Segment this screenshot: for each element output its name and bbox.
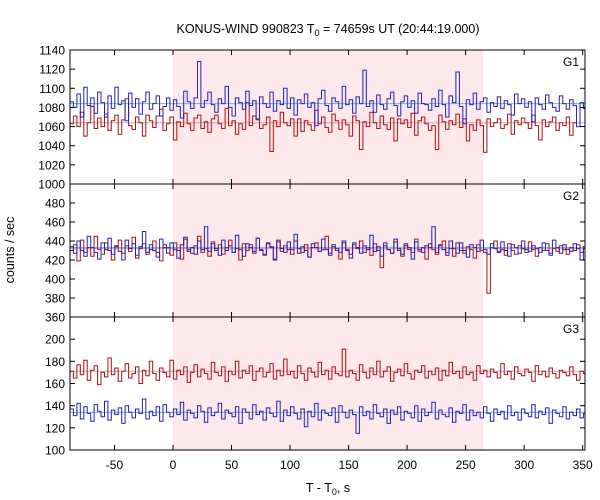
x-tick-label: 50 xyxy=(225,458,239,472)
x-tick-label: 250 xyxy=(456,458,476,472)
y-tick-label: 400 xyxy=(45,273,65,287)
y-tick-label: 160 xyxy=(45,377,65,391)
y-tick-label: 100 xyxy=(45,444,65,458)
y-tick-label: 1000 xyxy=(38,178,65,192)
y-tick-label: 1040 xyxy=(38,139,65,153)
lightcurve-g3-red xyxy=(70,348,585,386)
panel-label-g2: G2 xyxy=(563,189,579,203)
lightcurve-g1-red xyxy=(70,98,577,153)
y-tick-label: 180 xyxy=(45,355,65,369)
y-tick-label: 1140 xyxy=(39,44,65,58)
chart-title: KONUS-WIND 990823 T0 = 74659s UT (20:44:… xyxy=(177,22,480,38)
y-tick-label: 1080 xyxy=(38,101,65,115)
y-tick-label: 140 xyxy=(45,399,65,413)
y-tick-label: 360 xyxy=(45,311,65,325)
panel-label-g1: G1 xyxy=(563,55,579,69)
x-tick-label: 150 xyxy=(339,458,359,472)
x-axis-label-rest: , s xyxy=(337,481,350,495)
axis-ticks: G110001020104010601080110011201140G23603… xyxy=(38,44,593,473)
chart-title-main: KONUS-WIND 990823 T xyxy=(177,22,315,36)
y-tick-label: 380 xyxy=(45,292,65,306)
x-tick-label: 0 xyxy=(170,458,177,472)
y-tick-label: 1100 xyxy=(39,82,65,96)
y-tick-label: 480 xyxy=(45,197,65,211)
lightcurve-g2-blue xyxy=(70,226,585,261)
x-axis-label-main: T - T xyxy=(306,481,332,495)
x-axis-label: T - T0, s xyxy=(306,481,350,497)
x-tick-label: 350 xyxy=(573,458,593,472)
y-tick-label: 460 xyxy=(45,216,65,230)
y-tick-label: 420 xyxy=(45,254,65,268)
chart-series xyxy=(70,61,585,434)
x-tick-label: 300 xyxy=(514,458,534,472)
x-axis-label-subscript: 0 xyxy=(332,487,337,497)
panel-label-g3: G3 xyxy=(563,322,579,336)
y-tick-label: 1020 xyxy=(38,158,65,172)
y-tick-label: 440 xyxy=(45,235,65,249)
y-tick-label: 200 xyxy=(45,333,65,347)
y-tick-label: 120 xyxy=(45,421,65,435)
x-tick-label: 200 xyxy=(397,458,417,472)
x-tick-label: 100 xyxy=(280,458,300,472)
chart-title-rest: = 74659s UT (20:44:19.000) xyxy=(320,22,480,36)
chart-title-subscript: 0 xyxy=(315,28,320,38)
lightcurve-g1-blue xyxy=(70,61,585,128)
lightcurve-g3-blue xyxy=(70,398,585,434)
y-axis-label: counts / sec xyxy=(3,217,17,284)
y-tick-label: 1120 xyxy=(39,63,65,77)
x-tick-label: -50 xyxy=(106,458,124,472)
y-tick-label: 1060 xyxy=(38,120,65,134)
